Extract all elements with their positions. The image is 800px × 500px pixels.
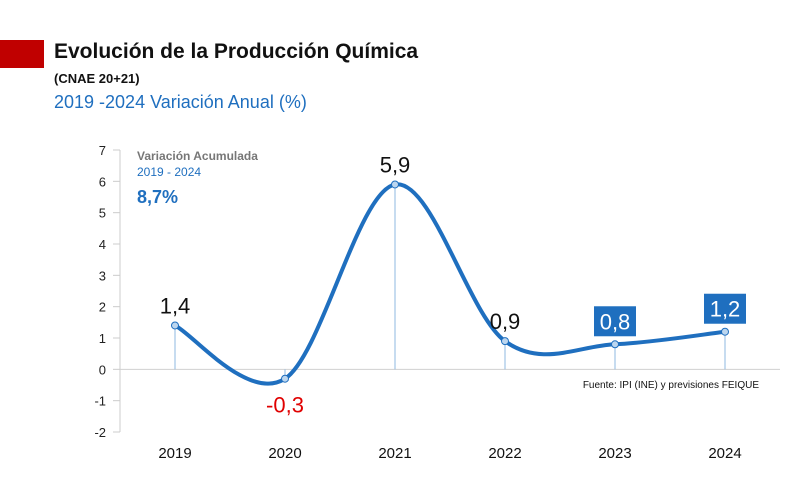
data-point bbox=[391, 180, 399, 189]
data-label: 1,4 bbox=[160, 293, 191, 318]
x-tick-label: 2024 bbox=[708, 445, 741, 462]
x-tick-label: 2021 bbox=[378, 445, 411, 462]
accumulated-value: 8,7% bbox=[137, 187, 178, 207]
data-point bbox=[721, 327, 729, 336]
y-tick-label: 6 bbox=[99, 174, 106, 189]
chart-title: Evolución de la Producción Química bbox=[54, 40, 419, 63]
data-label: -0,3 bbox=[266, 393, 304, 418]
drop-lines bbox=[174, 184, 726, 379]
accumulated-title: Variación Acumulada bbox=[137, 149, 258, 163]
y-tick-label: 7 bbox=[99, 143, 106, 158]
y-tick-label: -1 bbox=[94, 394, 106, 409]
data-point bbox=[611, 340, 619, 349]
data-point bbox=[501, 337, 509, 346]
y-tick-label: 1 bbox=[99, 331, 106, 346]
data-label: 5,9 bbox=[380, 152, 411, 177]
y-tick-label: 5 bbox=[99, 206, 106, 221]
data-label-box bbox=[594, 306, 636, 337]
data-labels: 1,4 -0,3 5,9 0,9 0,8 1,2 bbox=[160, 152, 746, 418]
data-point bbox=[281, 374, 289, 383]
source-note: Fuente: IPI (INE) y previsiones FEIQUE bbox=[583, 380, 759, 391]
data-label-box bbox=[704, 293, 746, 324]
y-tick-label: 4 bbox=[99, 237, 106, 252]
y-axis: -2 -1 0 1 2 3 4 5 6 7 bbox=[94, 143, 121, 440]
y-tick-label: -2 bbox=[94, 425, 106, 440]
x-tick-label: 2022 bbox=[488, 445, 521, 462]
x-tick-label: 2019 bbox=[158, 445, 191, 462]
title-accent-bar bbox=[0, 40, 44, 68]
x-tick-label: 2023 bbox=[598, 445, 631, 462]
chart-subtitle: (CNAE 20+21) bbox=[54, 71, 140, 86]
y-tick-label: 2 bbox=[99, 300, 106, 315]
data-label: 0,8 bbox=[600, 309, 631, 334]
y-tick-label: 0 bbox=[99, 362, 106, 377]
data-label: 1,2 bbox=[710, 297, 741, 322]
data-points bbox=[171, 180, 729, 383]
y-tick-label: 3 bbox=[99, 268, 106, 283]
data-label: 0,9 bbox=[490, 309, 521, 334]
chart-subtitle-period: 2019 -2024 Variación Anual (%) bbox=[54, 92, 307, 112]
series-line bbox=[173, 182, 727, 386]
x-axis: 2019 2020 2021 2022 2023 2024 bbox=[120, 368, 780, 462]
x-tick-label: 2020 bbox=[268, 445, 301, 462]
accumulated-range: 2019 - 2024 bbox=[137, 165, 201, 179]
data-point bbox=[171, 321, 179, 330]
